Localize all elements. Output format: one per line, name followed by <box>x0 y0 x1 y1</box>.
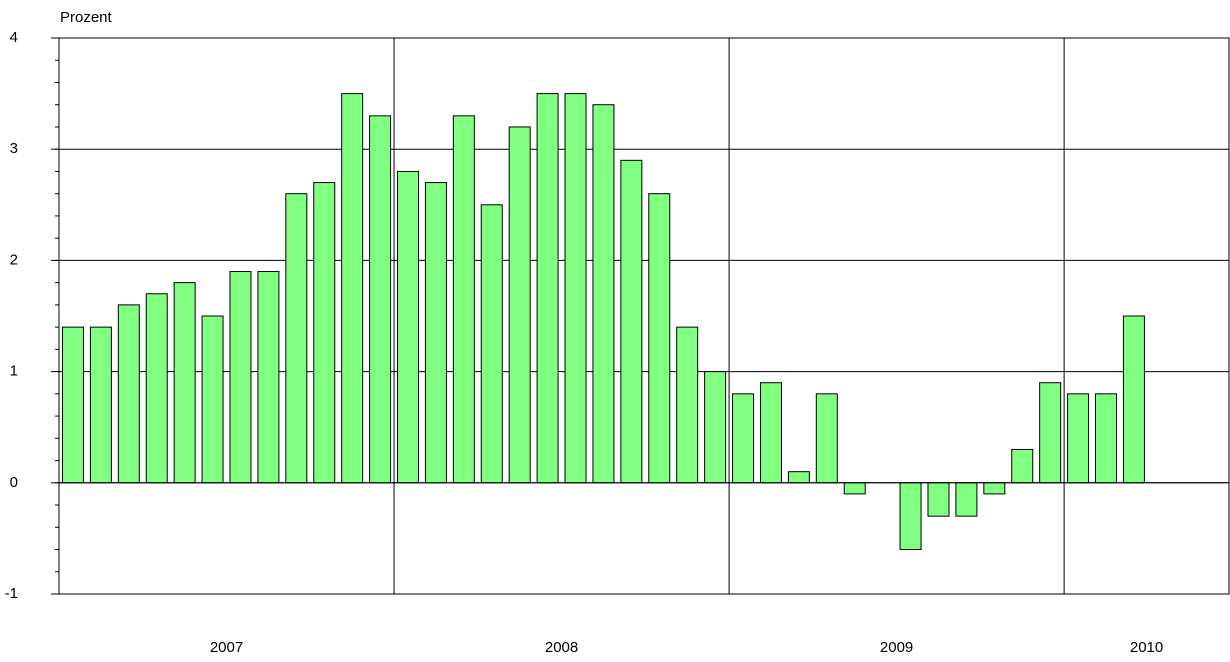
bar <box>927 482 950 517</box>
bar <box>704 371 727 484</box>
bar <box>452 115 475 484</box>
x-tick-label: 2010 <box>1130 639 1163 656</box>
bar <box>1122 315 1145 484</box>
y-tick-label: 1 <box>10 363 18 380</box>
bar <box>229 271 252 484</box>
y-tick-label: 3 <box>10 140 18 157</box>
bar <box>285 193 308 484</box>
bar <box>89 326 112 484</box>
bar <box>341 93 364 484</box>
bar <box>676 326 699 484</box>
bar <box>648 193 671 484</box>
bar <box>480 204 503 484</box>
bar <box>536 93 559 484</box>
bar <box>564 93 587 484</box>
bar <box>1039 382 1062 484</box>
y-tick-label: 2 <box>10 251 18 268</box>
bar <box>899 482 922 551</box>
bar <box>201 315 224 484</box>
bar <box>620 159 643 484</box>
bar <box>759 382 782 484</box>
x-tick-label: 2007 <box>210 639 243 656</box>
bar <box>815 393 838 484</box>
bar <box>592 104 615 484</box>
bar <box>983 482 1006 495</box>
y-tick-label: 4 <box>10 29 18 46</box>
bar <box>1067 393 1090 484</box>
bar <box>369 115 392 484</box>
bar <box>117 304 140 484</box>
bar <box>145 293 168 484</box>
bar <box>424 182 447 484</box>
plot-frame <box>58 37 1230 595</box>
bar <box>61 326 84 484</box>
y-tick-label: -1 <box>5 585 18 602</box>
bar <box>732 393 755 484</box>
bar <box>1095 393 1117 484</box>
bar <box>397 170 419 484</box>
x-tick-label: 2009 <box>880 639 913 656</box>
bar <box>257 271 280 484</box>
y-tick-label: 0 <box>10 474 18 491</box>
bar <box>173 282 196 484</box>
y-axis-label: Prozent <box>60 9 113 26</box>
bar <box>1011 448 1034 484</box>
bar <box>508 126 531 484</box>
bar <box>843 482 866 495</box>
bar <box>955 482 978 517</box>
bar <box>787 471 810 484</box>
x-tick-label: 2008 <box>545 639 578 656</box>
bar <box>313 182 336 484</box>
